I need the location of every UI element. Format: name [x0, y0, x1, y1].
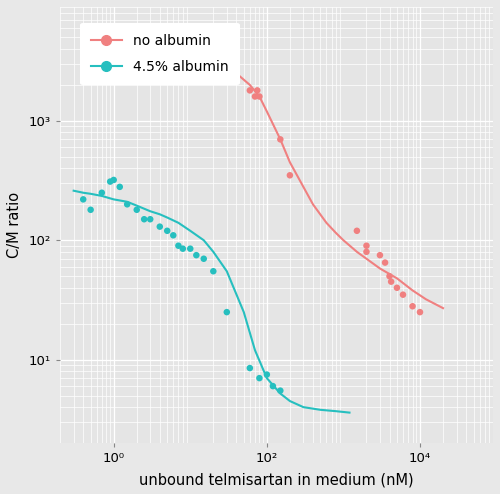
- Point: [381, 259, 389, 267]
- Point: [123, 201, 131, 208]
- Point: [192, 251, 200, 259]
- Point: [416, 308, 424, 316]
- Point: [200, 255, 207, 263]
- Y-axis label: C/M ratio: C/M ratio: [7, 192, 22, 258]
- Point: [156, 223, 164, 231]
- Point: [408, 302, 416, 310]
- Point: [276, 387, 284, 395]
- Point: [276, 135, 284, 143]
- Point: [210, 267, 218, 275]
- Legend: no albumin, 4.5% albumin: no albumin, 4.5% albumin: [80, 23, 239, 85]
- Point: [263, 370, 271, 378]
- Point: [362, 248, 370, 256]
- Point: [223, 52, 231, 60]
- Point: [116, 183, 124, 191]
- Point: [386, 272, 394, 280]
- Point: [256, 92, 264, 100]
- Point: [362, 242, 370, 249]
- Point: [186, 245, 194, 252]
- Point: [106, 178, 114, 186]
- Point: [399, 291, 407, 299]
- Point: [246, 86, 254, 94]
- Point: [246, 364, 254, 372]
- Point: [132, 206, 140, 214]
- Point: [98, 189, 106, 197]
- Point: [223, 308, 231, 316]
- Point: [387, 278, 395, 286]
- Point: [376, 251, 384, 259]
- Point: [286, 171, 294, 179]
- Point: [179, 245, 187, 252]
- Point: [393, 284, 401, 292]
- Point: [163, 227, 171, 235]
- Point: [256, 374, 264, 382]
- Point: [110, 176, 118, 184]
- Point: [86, 206, 94, 214]
- Point: [170, 231, 177, 239]
- Point: [254, 86, 262, 94]
- Point: [174, 242, 182, 249]
- Point: [269, 382, 277, 390]
- Point: [146, 215, 154, 223]
- Point: [353, 227, 361, 235]
- Point: [251, 92, 259, 100]
- X-axis label: unbound telmisartan in medium (nM): unbound telmisartan in medium (nM): [140, 472, 414, 487]
- Point: [140, 215, 148, 223]
- Point: [79, 196, 87, 204]
